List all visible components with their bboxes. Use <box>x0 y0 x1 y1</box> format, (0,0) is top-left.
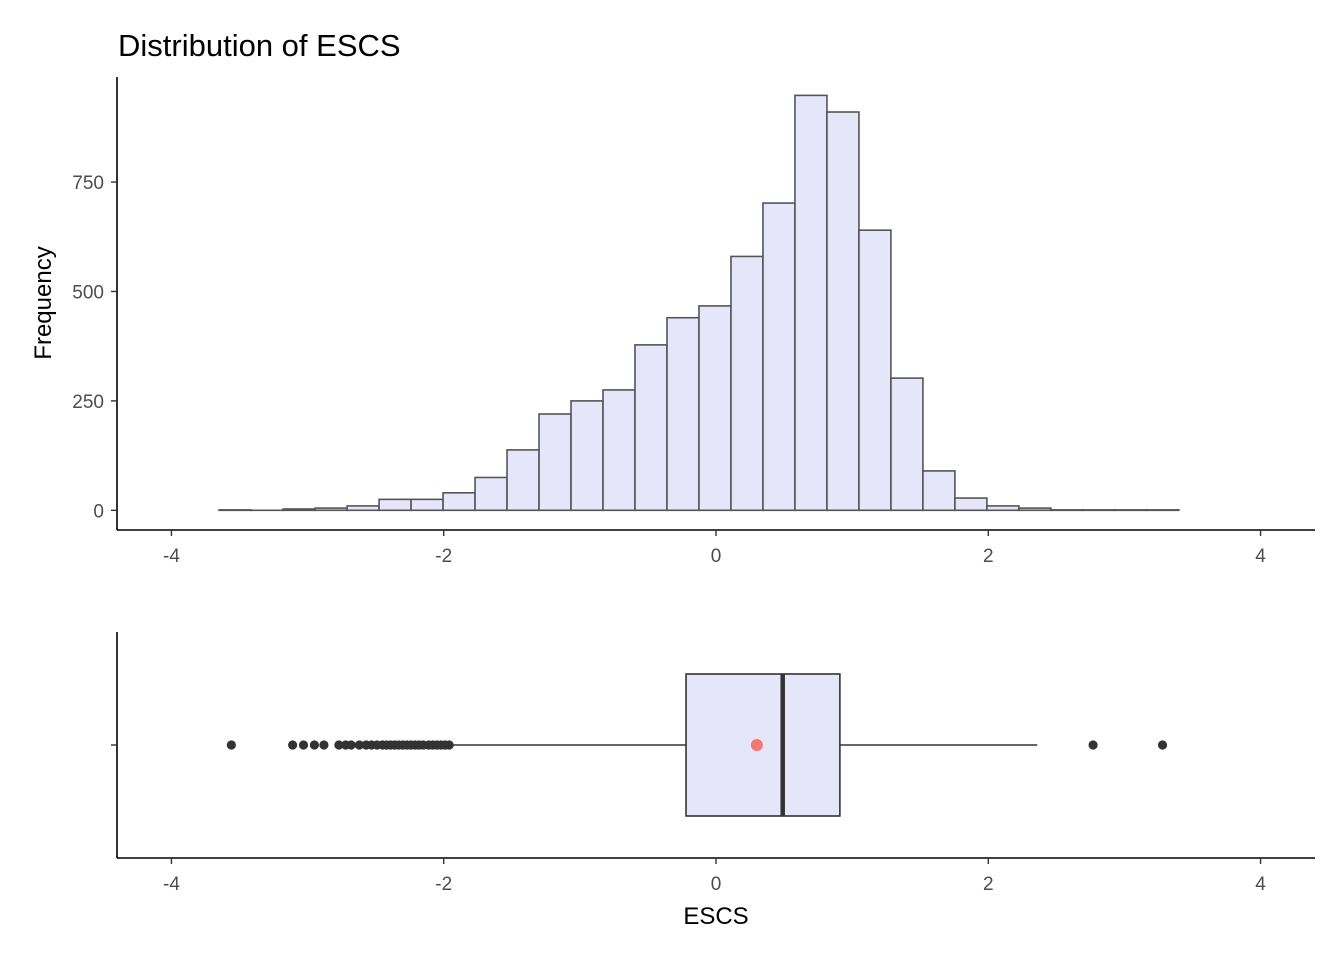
histogram-bar <box>730 255 764 512</box>
histogram-bar <box>410 498 444 512</box>
histogram-bar <box>954 497 988 512</box>
boxplot-outlier-point <box>1157 740 1168 750</box>
histogram-bar <box>570 400 604 512</box>
histogram-x-ticks: -4 -2 0 2 4 <box>163 530 1266 567</box>
histogram-bar <box>282 508 316 512</box>
histogram-bar <box>634 344 668 512</box>
boxplot-outlier-point <box>444 740 454 750</box>
boxplot-x-ticks: -4 -2 0 2 4 <box>163 858 1266 895</box>
histogram-x-tick-label: -4 <box>163 546 180 567</box>
histogram-y-tick-label: 250 <box>72 392 104 413</box>
histogram-bar <box>986 505 1020 512</box>
histogram-y-axis-title: Frequency <box>30 246 57 359</box>
histogram-bar <box>474 476 508 512</box>
boxplot-outlier-point <box>226 740 236 750</box>
boxplot-outlier-point <box>1088 740 1098 750</box>
histogram-bar <box>890 377 924 512</box>
boxplot-panel: -4 -2 0 2 4 ESCS <box>111 632 1315 930</box>
histogram-bar <box>442 491 476 512</box>
histogram-bar <box>378 498 412 512</box>
boxplot-outlier-point <box>346 740 356 750</box>
histogram-y-tick-label: 750 <box>72 173 104 194</box>
histogram-x-tick-label: 2 <box>983 546 994 567</box>
histogram-bar <box>698 305 732 512</box>
histogram-bar <box>826 111 860 512</box>
boxplot-mean-point <box>750 739 763 751</box>
boxplot-outlier-point <box>288 740 298 750</box>
histogram-y-tick-label: 500 <box>72 282 104 303</box>
boxplot-outlier-point <box>334 740 344 750</box>
boxplot-x-tick-label: 2 <box>983 874 994 895</box>
histogram-x-tick-label: -2 <box>435 546 452 567</box>
boxplot-outlier-point <box>309 740 319 750</box>
histogram-bar <box>1018 507 1052 512</box>
histogram-y-tick-label: 0 <box>93 501 104 522</box>
boxplot-x-tick-label: -4 <box>163 874 180 895</box>
boxplot-outlier-point <box>298 740 309 750</box>
histogram-bar <box>794 94 828 512</box>
histogram-bar <box>314 507 348 512</box>
histogram-bar <box>506 449 540 512</box>
boxplot-x-tick-label: 0 <box>711 874 722 895</box>
histogram-bar <box>602 389 636 512</box>
histogram-x-tick-label: 4 <box>1255 546 1266 567</box>
histogram-bar <box>858 229 892 512</box>
boxplot-marks <box>226 673 1168 817</box>
boxplot-outlier-point <box>319 740 329 750</box>
histogram-bar <box>922 470 956 512</box>
histogram-bar <box>762 202 796 512</box>
boxplot-x-tick-label: -2 <box>435 874 452 895</box>
boxplot-x-axis-title: ESCS <box>683 903 748 930</box>
histogram-x-tick-label: 0 <box>711 546 722 567</box>
histogram-bar <box>666 316 700 512</box>
histogram-bar <box>538 413 572 512</box>
histogram-bars <box>218 94 1180 512</box>
chart-title: Distribution of ESCS <box>118 28 401 63</box>
histogram-panel: 0 250 500 750 -4 -2 0 2 4 Frequency <box>30 77 1315 567</box>
boxplot-x-tick-label: 4 <box>1255 874 1266 895</box>
boxplot-outlier-point <box>354 740 364 750</box>
histogram-y-ticks: 0 250 500 750 <box>72 173 117 522</box>
boxplot-box <box>685 673 841 817</box>
histogram-bar <box>346 505 380 512</box>
